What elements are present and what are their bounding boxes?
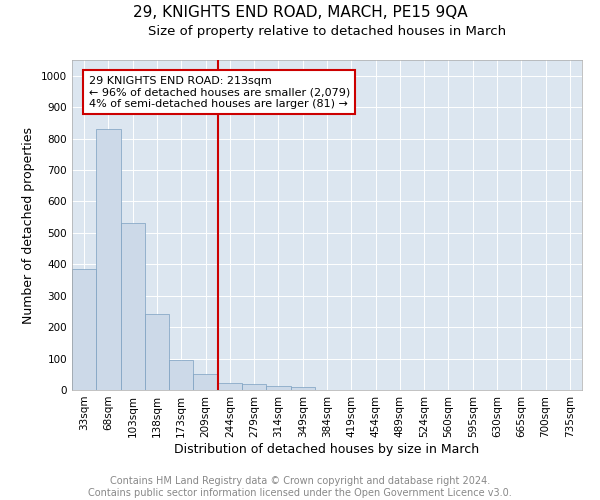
Text: 29 KNIGHTS END ROAD: 213sqm
← 96% of detached houses are smaller (2,079)
4% of s: 29 KNIGHTS END ROAD: 213sqm ← 96% of det… bbox=[89, 76, 350, 109]
Title: Size of property relative to detached houses in March: Size of property relative to detached ho… bbox=[148, 25, 506, 38]
Bar bbox=[72, 269, 96, 390]
Y-axis label: Number of detached properties: Number of detached properties bbox=[22, 126, 35, 324]
Bar bbox=[169, 360, 193, 390]
X-axis label: Distribution of detached houses by size in March: Distribution of detached houses by size … bbox=[175, 442, 479, 456]
Bar bbox=[242, 384, 266, 390]
Text: 29, KNIGHTS END ROAD, MARCH, PE15 9QA: 29, KNIGHTS END ROAD, MARCH, PE15 9QA bbox=[133, 5, 467, 20]
Bar bbox=[218, 383, 242, 390]
Bar bbox=[290, 387, 315, 390]
Bar bbox=[121, 224, 145, 390]
Bar bbox=[266, 386, 290, 390]
Bar bbox=[193, 374, 218, 390]
Bar bbox=[145, 314, 169, 390]
Text: Contains HM Land Registry data © Crown copyright and database right 2024.
Contai: Contains HM Land Registry data © Crown c… bbox=[88, 476, 512, 498]
Bar bbox=[96, 129, 121, 390]
